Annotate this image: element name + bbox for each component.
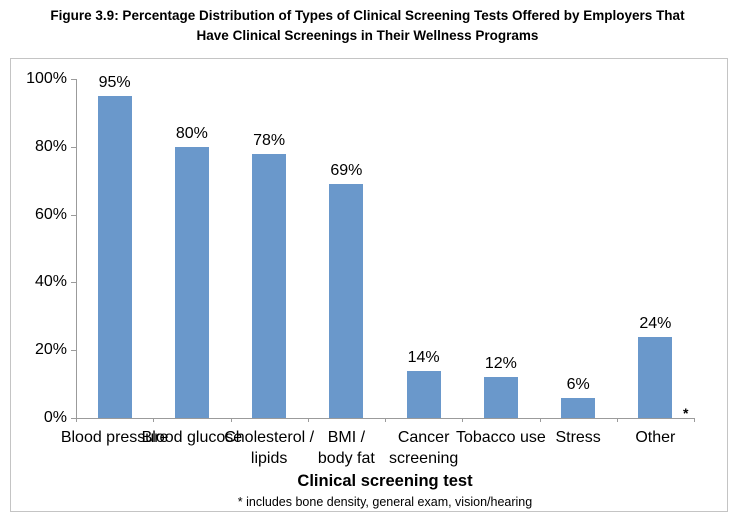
bar-value-label: 24% bbox=[639, 314, 672, 332]
x-axis-category-label: Blood pressure bbox=[61, 427, 169, 448]
x-axis-category-label: Stress bbox=[540, 427, 617, 448]
x-axis-tick-mark bbox=[76, 418, 77, 422]
x-axis-tick-mark bbox=[230, 418, 232, 422]
x-axis-category-label: Cancer screening bbox=[385, 427, 462, 469]
y-axis-line bbox=[76, 79, 77, 418]
x-axis-category-label-line: body fat bbox=[317, 450, 375, 467]
bar-value-label: 80% bbox=[175, 124, 208, 142]
y-axis-tick-label: 20% bbox=[34, 341, 67, 359]
bar bbox=[252, 153, 287, 418]
y-axis-tick-mark bbox=[71, 282, 76, 284]
y-axis-tick-mark bbox=[71, 418, 76, 419]
x-axis-title: Clinical screening test bbox=[297, 472, 473, 490]
bar-value-label: 6% bbox=[566, 375, 590, 393]
x-axis-tick-mark bbox=[616, 418, 618, 422]
y-axis-tick-label: 40% bbox=[34, 273, 67, 291]
x-axis-category-label-line: Other bbox=[635, 429, 676, 446]
figure-title-line-1: Figure 3.9: Percentage Distribution of T… bbox=[50, 8, 685, 23]
x-axis-category-label: Tobacco use bbox=[456, 427, 546, 448]
y-axis-tick-label: 80% bbox=[34, 137, 67, 155]
x-axis-tick-mark bbox=[307, 418, 309, 422]
y-axis-tick-mark bbox=[71, 214, 76, 216]
y-axis-tick-label: 60% bbox=[34, 205, 67, 223]
x-axis-category-label: Other bbox=[617, 427, 694, 448]
bar bbox=[97, 95, 132, 418]
x-axis-labels: Blood pressure Blood glucose Cholesterol /… bbox=[61, 427, 694, 473]
figure-title-line-2: Have Clinical Screenings in Their Wellne… bbox=[196, 28, 539, 43]
bar-value-label: 69% bbox=[330, 162, 363, 180]
x-axis-category-label: BMI / body fat bbox=[308, 427, 385, 469]
x-axis-tick-mark bbox=[153, 418, 155, 422]
y-axis-tick-mark bbox=[71, 350, 76, 352]
x-axis-category-label-line: Tobacco use bbox=[455, 429, 546, 446]
bar-value-label: 12% bbox=[484, 355, 517, 373]
y-axis-tick-mark bbox=[71, 146, 76, 148]
bar-value-label: 14% bbox=[407, 348, 440, 366]
bar bbox=[638, 336, 673, 418]
chart-area: 95% 80% 78% 69% 14% 12% 6% 24% Blood pressure Bl… bbox=[10, 58, 728, 512]
y-axis-tick-label: 0% bbox=[43, 409, 67, 426]
x-axis-category-label-line: Blood glucose bbox=[141, 429, 243, 446]
x-axis-category-label-line: lipids bbox=[250, 450, 288, 467]
x-axis-category-label: Cholesterol / lipids bbox=[224, 427, 314, 469]
y-axis-tick-label: 100% bbox=[26, 70, 67, 87]
x-axis-category-label-line: Cholesterol / bbox=[224, 429, 315, 446]
plot-area: 95% 80% 78% 69% 14% 12% 6% 24% bbox=[76, 74, 694, 418]
bar bbox=[561, 397, 596, 418]
bar bbox=[483, 377, 518, 418]
chart-footnote: * includes bone density, general exam, v… bbox=[237, 495, 533, 509]
x-axis-category-label: Blood glucose bbox=[142, 427, 243, 448]
x-axis-category-label-line: Cancer bbox=[397, 429, 450, 446]
bar-value-label: 78% bbox=[253, 131, 286, 149]
bar-value-label: 95% bbox=[98, 73, 131, 91]
x-axis-category-label-line: Stress bbox=[555, 429, 601, 446]
x-axis-tick-mark bbox=[694, 418, 695, 422]
bar bbox=[406, 370, 441, 418]
bar bbox=[329, 184, 364, 418]
x-axis-category-label-line: Blood pressure bbox=[60, 429, 169, 446]
bar bbox=[174, 146, 209, 418]
x-axis-tick-mark bbox=[385, 418, 386, 422]
y-axis-tick-mark bbox=[71, 79, 76, 80]
x-axis-category-label-line: BMI / bbox=[327, 429, 366, 446]
x-axis-category-label-line: screening bbox=[388, 450, 459, 467]
axis-note-asterisk: * bbox=[683, 405, 689, 421]
x-axis-tick-mark bbox=[539, 418, 541, 422]
figure-title: Figure 3.9: Percentage Distribution of T… bbox=[0, 6, 735, 46]
x-axis-tick-mark bbox=[462, 418, 464, 422]
